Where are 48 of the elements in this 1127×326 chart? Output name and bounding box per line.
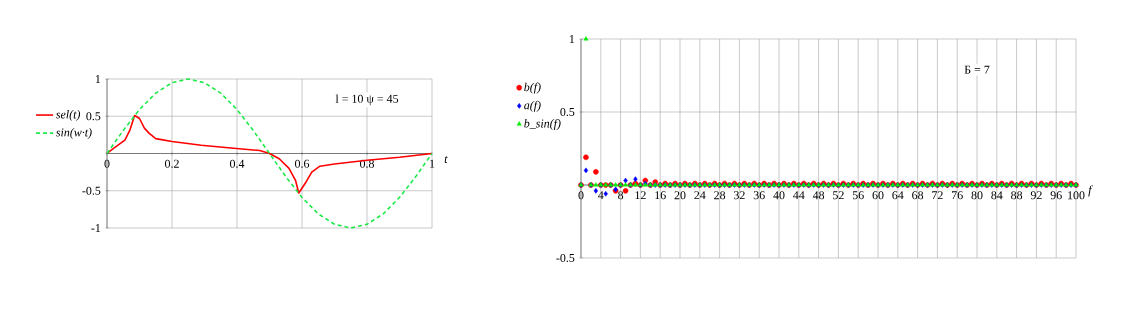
x-tick-label: 68 xyxy=(912,191,924,200)
x-tick-label: 0.8 xyxy=(359,159,375,168)
x-axis-title: f xyxy=(1088,185,1093,197)
x-tick-label: 40 xyxy=(773,191,785,200)
y-tick-label: -0.5 xyxy=(556,253,575,263)
x-tick-label: 1 xyxy=(430,159,435,168)
x-tick-label: 72 xyxy=(932,191,943,200)
annotation: l = 10 ψ = 45 xyxy=(335,94,399,106)
legend-label: sin(w·t) xyxy=(56,128,92,139)
y-tick-label: 1 xyxy=(569,35,575,43)
x-tick-label: 84 xyxy=(991,191,1003,200)
x-tick-label: 28 xyxy=(714,191,726,200)
x-tick-label: 52 xyxy=(833,191,844,200)
legend-label: sel(t) xyxy=(56,110,81,121)
x-tick-label: 0.4 xyxy=(229,159,245,168)
x-tick-label: 56 xyxy=(852,191,864,200)
x-tick-label: 32 xyxy=(734,191,745,200)
x-tick-label: 76 xyxy=(952,191,963,200)
x-tick-label: 4 xyxy=(598,191,604,200)
legend-label: b_sin(f) xyxy=(524,118,561,130)
annotation: Б = 7 xyxy=(964,65,990,74)
x-tick-label: 64 xyxy=(892,191,904,200)
x-tick-label: 36 xyxy=(753,191,765,200)
x-tick-label: 92 xyxy=(1030,191,1042,200)
x-tick-label: 24 xyxy=(694,191,706,200)
x-tick-label: 0.2 xyxy=(164,159,179,168)
y-tick-label: 1 xyxy=(95,75,101,83)
x-tick-label: 100 xyxy=(1068,191,1085,200)
x-tick-label: 48 xyxy=(812,191,825,200)
x-tick-label: 0.6 xyxy=(294,159,310,168)
y-tick-label: -1 xyxy=(91,224,101,232)
x-axis-title: t xyxy=(444,156,448,163)
x-tick-label: 12 xyxy=(635,191,646,200)
x-tick-label: 60 xyxy=(872,191,884,200)
x-tick-label: 96 xyxy=(1050,191,1062,200)
y-tick-label: 0.5 xyxy=(560,107,575,117)
y-tick-label: -0.5 xyxy=(82,186,101,195)
x-tick-label: 0 xyxy=(578,191,584,200)
legend-label: a(f) xyxy=(524,100,541,112)
y-tick-label: 0.5 xyxy=(86,112,101,121)
x-tick-label: 16 xyxy=(655,191,666,200)
x-tick-label: 0 xyxy=(104,159,110,168)
legend-label: b(f) xyxy=(524,82,541,94)
x-tick-label: 44 xyxy=(793,191,805,200)
x-tick-label: 88 xyxy=(1011,191,1023,200)
x-tick-label: 20 xyxy=(674,191,686,200)
x-tick-label: 8 xyxy=(618,191,624,200)
x-tick-label: 80 xyxy=(971,191,983,200)
